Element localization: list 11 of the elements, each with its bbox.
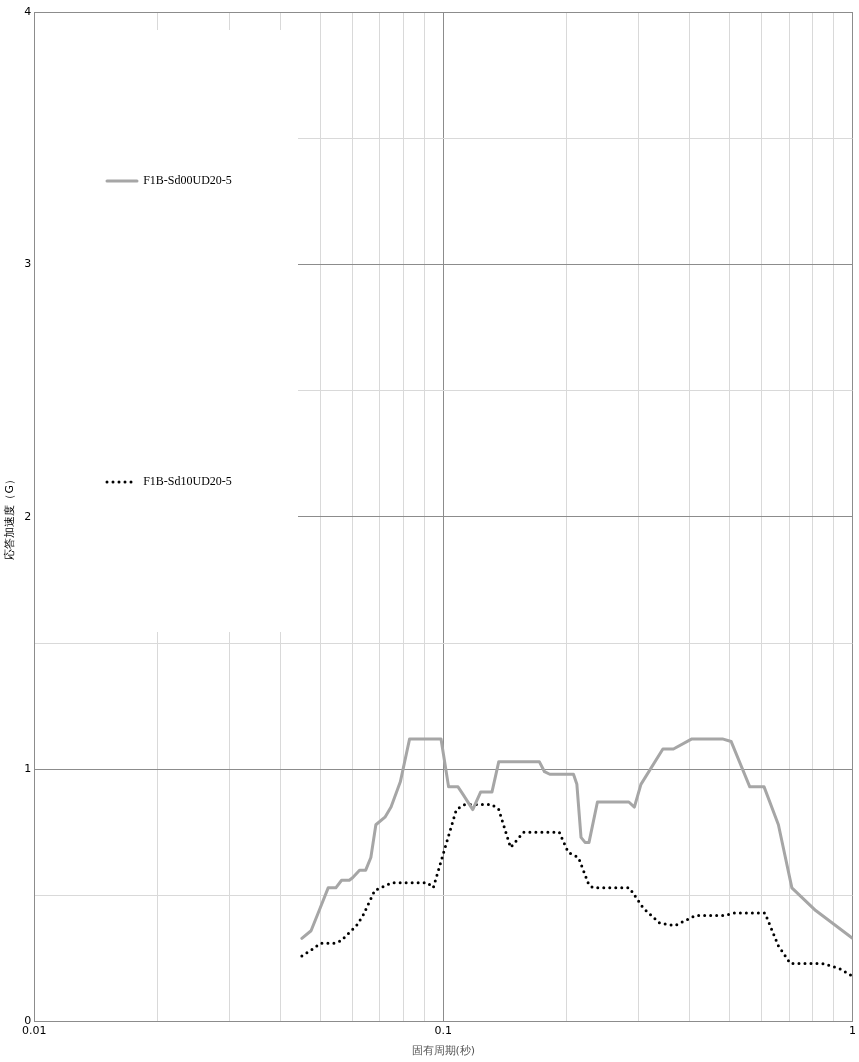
x-tick-label: 0.01 (21, 1024, 47, 1038)
x-axis-title: 固有周期(秒) (411, 1044, 476, 1058)
legend-label: F1B-Sd00UD20-5 (143, 173, 232, 188)
y-tick-label: 4 (24, 4, 32, 18)
y-tick-label: 1 (24, 762, 32, 776)
legend-label: F1B-Sd10UD20-5 (143, 474, 232, 489)
y-axis-title: 応答加速度（G） (3, 474, 17, 560)
x-tick-label: 1 (849, 1024, 856, 1038)
y-tick-label: 3 (24, 257, 32, 271)
y-tick-label: 2 (24, 509, 32, 523)
x-tick-label: 0.1 (434, 1024, 453, 1038)
